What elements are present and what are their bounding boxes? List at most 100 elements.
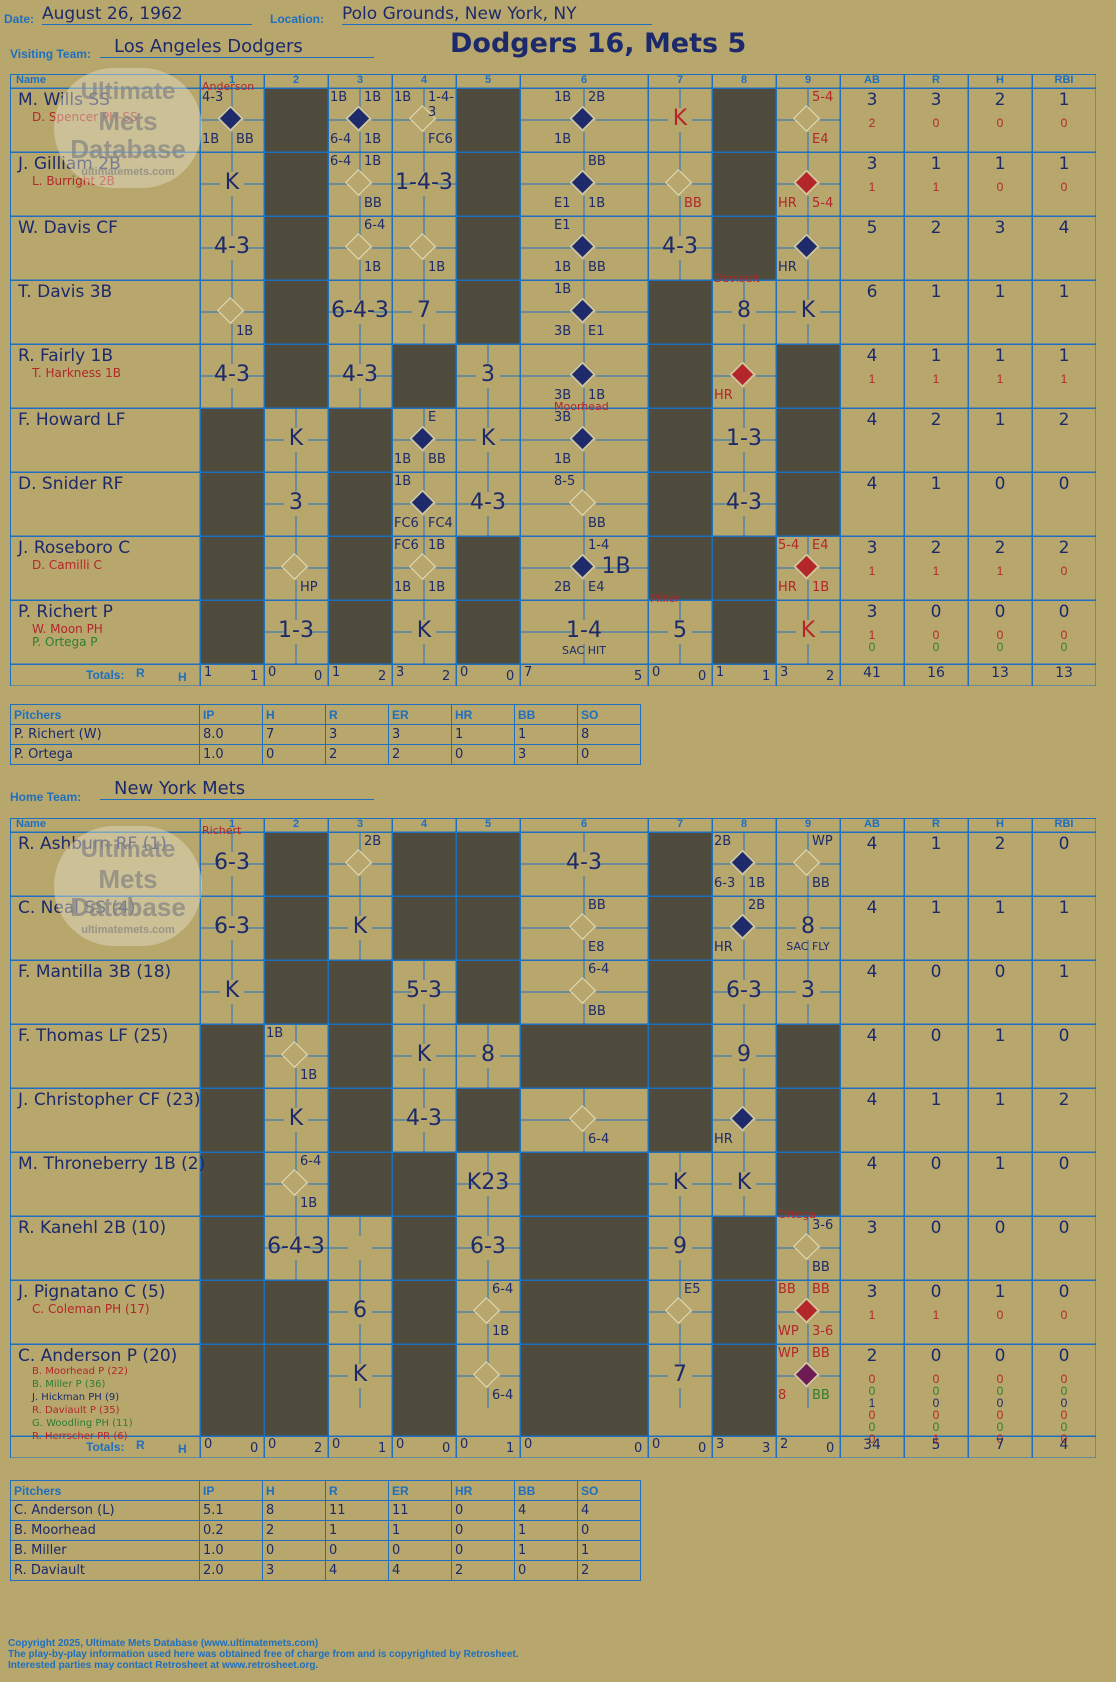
batter-name: J. Christopher CF (23) [18,1090,201,1110]
unused-inning-cell [456,88,520,152]
inning-runs-total: 1 [332,665,341,680]
pitcher-stat-cell: 3 [325,724,389,745]
watermark-text: ultimatemets.com [81,166,175,178]
play-note: BB [588,1004,606,1019]
unused-inning-cell [456,960,520,1024]
play-note: 6-3 [714,876,736,891]
pitcher-stat-cell: B. Miller [10,1540,200,1561]
batter-stat-ab: 4 [866,962,878,982]
visiting-team-label: Visiting Team: [10,47,91,61]
pitcher-stat-cell: 1 [514,1520,578,1541]
inning-runs-total: 0 [460,1437,469,1452]
column-header-ab: AB [864,74,880,86]
play-note: 5-4 [812,196,834,211]
unused-inning-cell [328,472,392,536]
play-note: 3-6 [812,1324,834,1339]
batter-stat-r: 3 [930,90,942,110]
pitcher-change-note: Richert [202,824,242,837]
play-cell: HR [712,344,776,408]
pitcher-stat-cell: 4 [325,1560,389,1581]
batter-stat-r: 0 [932,1420,940,1434]
inning-hits-total: 0 [314,669,323,684]
column-header-ab: AB [864,818,880,830]
unused-inning-cell [456,216,520,280]
pitcher-change-note: Moorhead [554,400,609,413]
play-note: 1-4 [588,538,610,553]
play-result: 1B [601,554,631,579]
batter-stat-r: 0 [932,640,940,654]
unused-inning-cell [520,1216,648,1280]
play-note: HR [714,388,733,403]
home-pitchers-table: Pitchers IP H R ER HR BB SO C. Anderson (L) 5.1 8 1… [10,1480,641,1581]
play-cell: 6-4-3 [328,280,392,344]
play-cell: 6-3 [712,960,776,1024]
unused-inning-cell [456,536,520,600]
play-cell: 4-3 [552,832,616,896]
unused-inning-cell [200,1024,264,1088]
batter-stat-h: 0 [996,1432,1004,1446]
play-cell: BB BB WP 3-6 [776,1280,840,1344]
inning-runs-total: 0 [396,1437,405,1452]
play-cell: K [776,600,840,664]
inning-hits-total: 1 [506,1441,515,1456]
play-result: K [416,1042,432,1067]
batter-stat-rbi: 0 [1060,1432,1068,1446]
substitute-name: B. Moorhead P (22) [32,1366,128,1377]
play-cell: 1B 1B [264,1024,328,1088]
play-note: E1 [588,324,605,339]
batter-stat-rbi: 0 [1058,1282,1070,1302]
pitcher-stat-cell: 0 [451,1540,515,1561]
play-result: 6-3 [214,850,250,875]
play-result: 8 [801,914,815,939]
batter-stat-r: 1 [932,372,940,386]
batter-stat-r: 1 [930,834,942,854]
inning-hits-total: 3 [762,1441,771,1456]
batter-stat-h: 0 [994,474,1006,494]
substitute-name: W. Moon PH [32,622,103,636]
batter-stat-ab: 4 [866,410,878,430]
pitcher-stat-cell: 3 [388,724,452,745]
inning-hits-total: 0 [250,1441,259,1456]
batter-stat-h: 0 [996,1420,1004,1434]
play-cell: 4-3 [648,216,712,280]
play-note: 5-4 [812,90,834,105]
play-result: K [480,426,496,451]
pitcher-stat-cell: 2.0 [199,1560,263,1581]
play-cell: 1B [584,536,648,600]
pitchers-header-cell: BB [514,1480,578,1501]
play-cell: 4-3 [200,344,264,408]
batter-stat-h: 1 [994,346,1006,366]
play-cell: 4-3 [392,1088,456,1152]
play-result: 3 [481,362,495,387]
play-cell: 6-4 [456,1344,520,1408]
base-diamond [793,1233,820,1260]
inning-hits-total: 0 [698,1441,707,1456]
play-note: FC6 [394,538,419,553]
substitute-name: J. Hickman PH (9) [32,1392,120,1403]
column-header-inning-6: 6 [580,74,588,86]
play-result: 6-3 [214,914,250,939]
unused-inning-cell [456,280,520,344]
pitcher-stat-cell: 8.0 [199,724,263,745]
pitcher-stat-cell: 8 [262,1500,326,1521]
play-cell: 1-3 [264,600,328,664]
batter-stat-r: 1 [932,1308,940,1322]
play-note: 3B [554,388,572,403]
play-note: BB [236,132,254,147]
unused-inning-cell [648,344,712,408]
base-diamond [473,1361,500,1388]
unused-inning-cell [392,1280,456,1344]
unused-inning-cell [456,832,520,896]
play-cell: 3 [456,344,520,408]
pitcher-stat-cell: R. Daviault [10,1560,200,1581]
batter-stat-r: 2 [930,538,942,558]
play-note: 2B [588,90,606,105]
batter-stat-rbi: 0 [1060,628,1068,642]
play-cell: 3 [264,472,328,536]
batter-name: R. Ashburn RF (1) [18,834,167,854]
base-diamond [281,1169,308,1196]
batter-name: P. Richert P [18,602,113,622]
column-header-inning-8: 8 [740,818,748,830]
visitors-scorecard: Name 1 2 3 4 5 6 7 8 9 AB R H RBI M. Wills SS D. Spence… [10,68,1096,692]
play-note: BB [684,196,702,211]
